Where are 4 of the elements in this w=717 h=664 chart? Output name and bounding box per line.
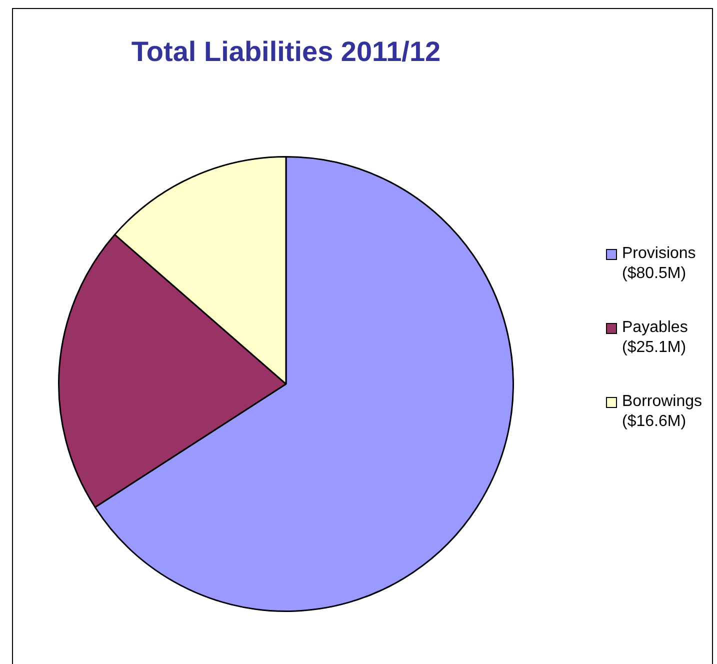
- legend-label: Borrowings ($16.6M): [622, 392, 704, 432]
- chart-title: Total Liabilities 2011/12: [130, 36, 442, 68]
- legend-label: Provisions ($80.5M): [622, 244, 697, 284]
- legend-label: Payables ($25.1M): [622, 318, 689, 358]
